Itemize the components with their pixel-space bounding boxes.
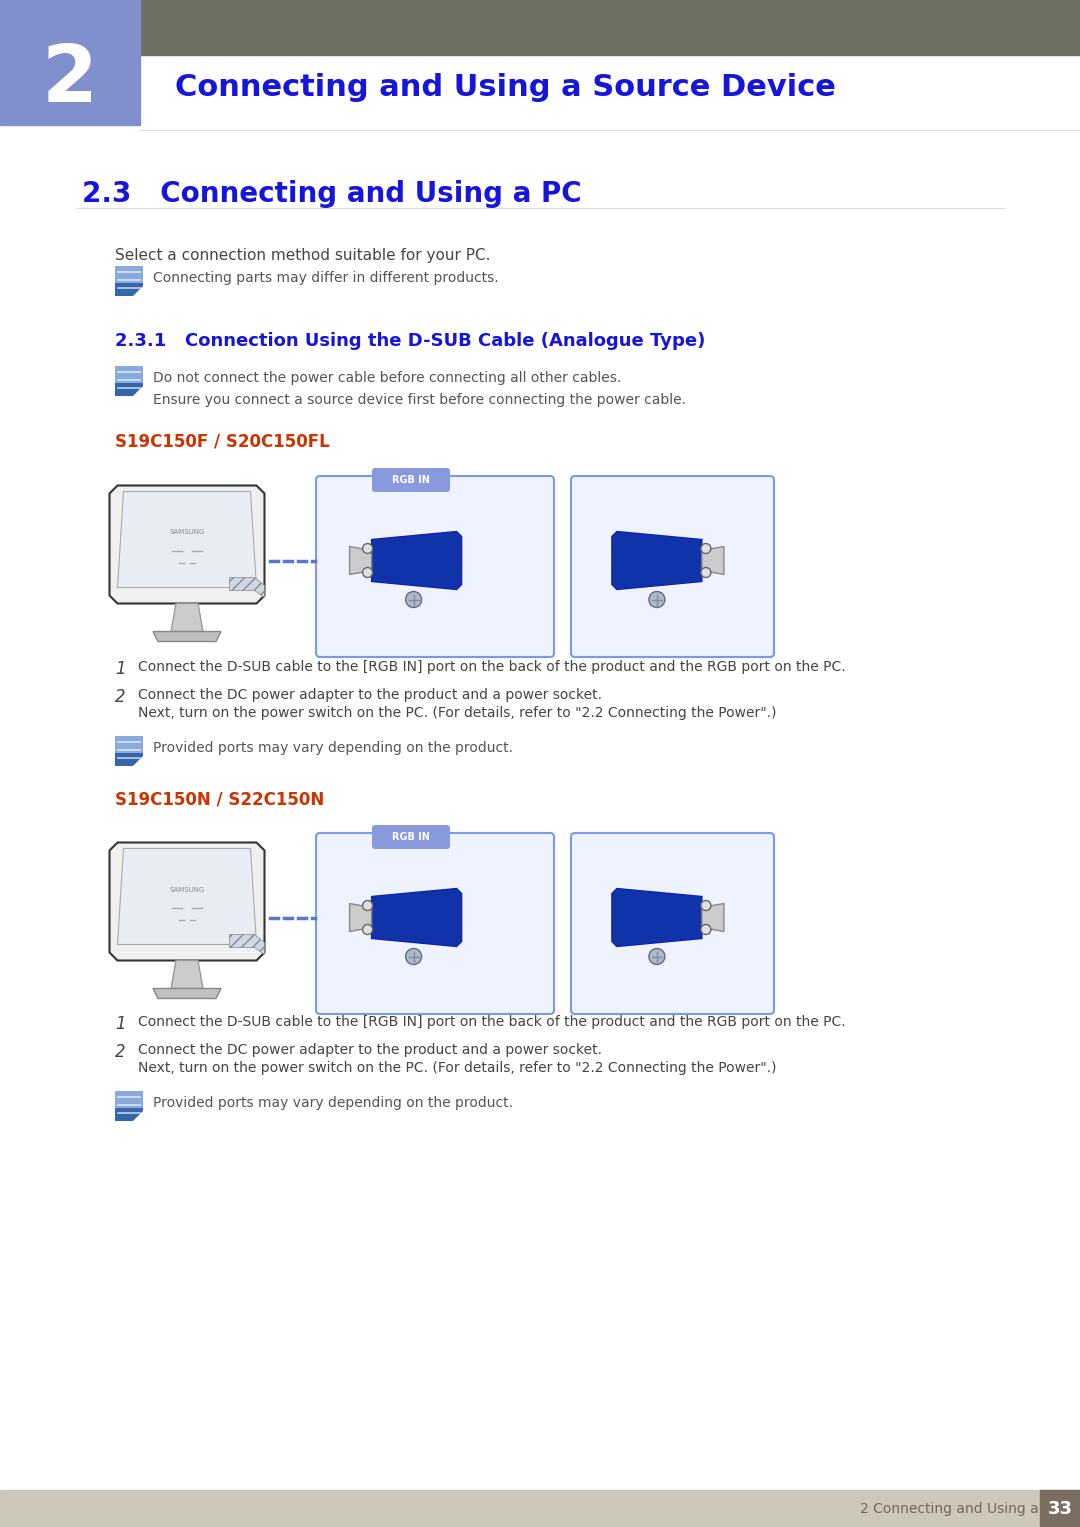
Text: Connect the D-SUB cable to the [RGB IN] port on the back of the product and the : Connect the D-SUB cable to the [RGB IN] … [138,660,846,673]
Text: Connecting and Using a Source Device: Connecting and Using a Source Device [175,73,836,102]
Text: SAMSUNG: SAMSUNG [170,530,205,536]
FancyBboxPatch shape [316,476,554,657]
Polygon shape [171,960,203,988]
Text: Select a connection method suitable for your PC.: Select a connection method suitable for … [114,247,490,263]
Circle shape [701,544,711,553]
Circle shape [363,544,373,553]
Polygon shape [372,531,461,589]
Text: Next, turn on the power switch on the PC. (For details, refer to "2.2 Connecting: Next, turn on the power switch on the PC… [138,1061,777,1075]
Polygon shape [118,849,257,945]
Circle shape [701,568,711,577]
FancyBboxPatch shape [114,266,143,282]
Polygon shape [153,988,221,999]
FancyBboxPatch shape [571,476,774,657]
Polygon shape [350,904,372,931]
Polygon shape [171,603,203,632]
Text: RGB IN: RGB IN [392,832,430,841]
Polygon shape [109,843,265,960]
FancyBboxPatch shape [114,382,143,395]
Polygon shape [133,756,143,767]
Text: Connect the DC power adapter to the product and a power socket.: Connect the DC power adapter to the prod… [138,689,602,702]
FancyBboxPatch shape [372,825,450,849]
Circle shape [363,901,373,910]
Polygon shape [133,386,143,395]
FancyBboxPatch shape [316,834,554,1014]
Text: Provided ports may vary depending on the product.: Provided ports may vary depending on the… [153,741,513,754]
Text: Connecting parts may differ in different products.: Connecting parts may differ in different… [153,270,499,286]
FancyBboxPatch shape [114,736,143,753]
Text: 1: 1 [114,660,125,678]
Polygon shape [372,889,461,947]
Circle shape [701,924,711,935]
Text: RGB IN: RGB IN [392,475,430,486]
FancyBboxPatch shape [571,834,774,1014]
Circle shape [406,948,421,965]
FancyBboxPatch shape [114,282,143,296]
Text: 2.3   Connecting and Using a PC: 2.3 Connecting and Using a PC [82,180,582,208]
Polygon shape [109,486,265,603]
Text: S19C150F / S20C150FL: S19C150F / S20C150FL [114,432,329,450]
Polygon shape [350,547,372,574]
Polygon shape [612,531,702,589]
Circle shape [649,948,665,965]
Text: S19C150N / S22C150N: S19C150N / S22C150N [114,789,324,808]
Polygon shape [702,547,724,574]
Polygon shape [133,286,143,296]
FancyBboxPatch shape [114,1090,143,1107]
FancyBboxPatch shape [372,467,450,492]
FancyBboxPatch shape [114,366,143,382]
FancyBboxPatch shape [114,753,143,767]
Text: Ensure you connect a source device first before connecting the power cable.: Ensure you connect a source device first… [153,392,686,408]
Bar [1040,1490,1080,1527]
Polygon shape [118,492,257,588]
Text: 2 Connecting and Using a Source Device: 2 Connecting and Using a Source Device [860,1501,1080,1515]
Text: SAMSUNG: SAMSUNG [170,887,205,892]
Text: 2: 2 [114,1043,125,1061]
Bar [0,0,140,125]
Text: Do not connect the power cable before connecting all other cables.: Do not connect the power cable before co… [153,371,621,385]
Circle shape [363,924,373,935]
Polygon shape [133,1112,143,1121]
Text: 2: 2 [114,689,125,705]
Text: Connect the D-SUB cable to the [RGB IN] port on the back of the product and the : Connect the D-SUB cable to the [RGB IN] … [138,1015,846,1029]
Polygon shape [153,632,221,641]
Text: 33: 33 [1048,1500,1072,1518]
Circle shape [649,591,665,608]
FancyBboxPatch shape [114,1107,143,1121]
Polygon shape [229,577,265,597]
Text: 1: 1 [114,1015,125,1032]
Polygon shape [612,889,702,947]
Text: Connect the DC power adapter to the product and a power socket.: Connect the DC power adapter to the prod… [138,1043,602,1057]
Text: Next, turn on the power switch on the PC. (For details, refer to "2.2 Connecting: Next, turn on the power switch on the PC… [138,705,777,721]
Circle shape [363,568,373,577]
Polygon shape [702,904,724,931]
Text: 2: 2 [42,41,98,119]
Bar [0,0,1080,55]
Circle shape [701,901,711,910]
Bar [0,1490,1080,1527]
Text: Provided ports may vary depending on the product.: Provided ports may vary depending on the… [153,1096,513,1110]
Circle shape [406,591,421,608]
Polygon shape [229,935,265,954]
Text: 2.3.1   Connection Using the D-SUB Cable (Analogue Type): 2.3.1 Connection Using the D-SUB Cable (… [114,331,705,350]
